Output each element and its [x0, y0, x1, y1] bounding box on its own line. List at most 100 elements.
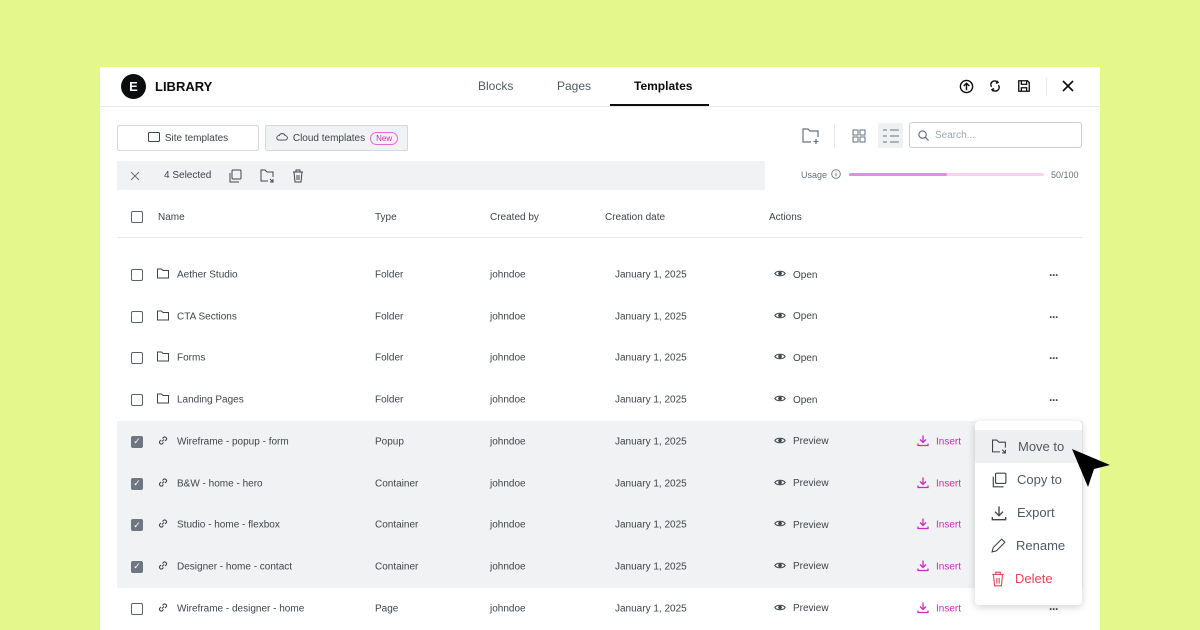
move-folder-icon[interactable] — [260, 169, 275, 183]
row-checkbox[interactable] — [131, 310, 143, 323]
table-row[interactable]: ✓ Wireframe - popup - form Popup johndoe… — [117, 420, 1083, 463]
column-header-type[interactable]: Type — [375, 212, 397, 223]
row-name[interactable]: Aether Studio — [177, 269, 238, 281]
preview-button[interactable]: Preview — [774, 478, 829, 490]
row-date: January 1, 2025 — [615, 561, 687, 573]
download-icon — [917, 601, 929, 616]
menu-item-label: Move to — [1018, 439, 1065, 454]
insert-button[interactable]: Insert — [917, 434, 961, 449]
insert-label: Insert — [936, 561, 962, 573]
row-name[interactable]: Studio - home - flexbox — [177, 519, 280, 531]
link-icon — [157, 559, 169, 574]
table-row[interactable]: Aether Studio Folder johndoe January 1, … — [117, 254, 1083, 296]
row-checkbox[interactable]: ✓ — [131, 560, 143, 573]
row-checkbox[interactable]: ✓ — [131, 477, 143, 490]
column-header-created-by[interactable]: Created by — [490, 212, 539, 223]
eye-icon — [774, 478, 786, 490]
menu-item-export[interactable]: Export — [975, 496, 1082, 529]
row-date: January 1, 2025 — [615, 311, 687, 323]
preview-button[interactable]: Preview — [774, 436, 829, 448]
more-options-icon[interactable]: ··· — [1049, 309, 1059, 324]
table-row[interactable]: ✓ Studio - home - flexbox Container john… — [117, 504, 1083, 547]
more-options-icon[interactable]: ··· — [1049, 601, 1059, 616]
copy-icon[interactable] — [228, 169, 242, 183]
table-row[interactable]: Forms Folder johndoe January 1, 2025 Ope… — [117, 337, 1083, 379]
menu-item-move-to[interactable]: Move to — [975, 430, 1082, 463]
table-row[interactable]: Landing Pages Folder johndoe January 1, … — [117, 379, 1083, 421]
menu-item-label: Copy to — [1017, 472, 1062, 487]
open-button[interactable]: Open — [774, 394, 817, 406]
preview-button[interactable]: Preview — [774, 603, 829, 615]
tab-pages[interactable]: Pages — [557, 79, 592, 93]
sync-icon[interactable] — [987, 78, 1003, 94]
copy-icon — [991, 472, 1007, 488]
table-row[interactable]: Wireframe - designer - home Page johndoe… — [117, 588, 1083, 630]
cloud-templates-button[interactable]: Cloud templates New — [265, 125, 408, 151]
more-options-icon[interactable]: ··· — [1049, 393, 1059, 408]
upload-icon[interactable] — [958, 78, 974, 94]
new-folder-icon[interactable] — [800, 125, 822, 147]
row-checkbox[interactable]: ✓ — [131, 519, 143, 532]
row-checkbox[interactable]: ✓ — [131, 435, 143, 448]
row-name[interactable]: B&W - home - hero — [177, 478, 263, 489]
menu-item-delete[interactable]: Delete — [975, 562, 1082, 595]
divider — [834, 124, 835, 148]
folder-icon — [157, 310, 169, 323]
eye-icon — [774, 394, 786, 406]
tab-templates[interactable]: Templates — [634, 79, 693, 93]
list-view-icon[interactable] — [878, 123, 903, 148]
table-row[interactable]: ✓ B&W - home - hero Container johndoe Ja… — [117, 462, 1083, 505]
eye-icon — [774, 311, 786, 323]
insert-button[interactable]: Insert — [917, 601, 961, 616]
open-button[interactable]: Open — [774, 269, 817, 281]
row-checkbox[interactable] — [131, 269, 143, 281]
row-name[interactable]: Forms — [177, 352, 206, 364]
row-checkbox[interactable] — [131, 602, 143, 615]
browser-icon — [147, 131, 160, 145]
search-input[interactable]: Search... — [909, 122, 1082, 148]
open-button[interactable]: Open — [774, 352, 817, 364]
more-options-icon[interactable]: ··· — [1049, 268, 1059, 282]
grid-view-icon[interactable] — [848, 125, 870, 147]
menu-item-copy-to[interactable]: Copy to — [975, 463, 1082, 496]
open-button[interactable]: Open — [774, 311, 817, 323]
row-created-by: johndoe — [490, 478, 526, 489]
table-row[interactable]: CTA Sections Folder johndoe January 1, 2… — [117, 296, 1083, 338]
row-name[interactable]: Landing Pages — [177, 394, 244, 406]
cloud-icon — [275, 132, 288, 144]
row-created-by: johndoe — [490, 352, 526, 364]
table-row[interactable]: ✓ Designer - home - contact Container jo… — [117, 545, 1083, 588]
insert-button[interactable]: Insert — [917, 476, 961, 491]
preview-button[interactable]: Preview — [774, 561, 829, 573]
preview-button[interactable]: Preview — [774, 519, 829, 531]
menu-item-label: Export — [1017, 505, 1055, 520]
more-options-icon[interactable]: ··· — [1049, 351, 1059, 366]
usage-value: 50/100 — [1051, 170, 1079, 180]
menu-item-rename[interactable]: Rename — [975, 529, 1082, 562]
insert-button[interactable]: Insert — [917, 518, 961, 533]
column-header-creation-date[interactable]: Creation date — [605, 212, 666, 223]
tab-blocks[interactable]: Blocks — [478, 79, 514, 93]
close-icon[interactable] — [1060, 78, 1076, 94]
trash-icon — [991, 571, 1005, 587]
info-icon[interactable] — [831, 169, 841, 179]
site-templates-button[interactable]: Site templates — [117, 125, 259, 151]
eye-icon — [774, 519, 786, 531]
row-type: Folder — [375, 394, 404, 406]
save-icon[interactable] — [1016, 78, 1032, 94]
eye-icon — [774, 436, 786, 448]
row-name[interactable]: CTA Sections — [177, 311, 237, 323]
folder-icon — [157, 351, 169, 365]
row-checkbox[interactable] — [131, 352, 143, 365]
insert-button[interactable]: Insert — [917, 559, 961, 574]
row-name[interactable]: Designer - home - contact — [177, 561, 293, 573]
row-name[interactable]: Wireframe - designer - home — [177, 603, 305, 615]
row-checkbox[interactable] — [131, 394, 143, 407]
trash-icon[interactable] — [292, 169, 304, 183]
clear-selection-icon[interactable] — [129, 170, 140, 181]
select-all-checkbox[interactable] — [131, 211, 143, 223]
row-name[interactable]: Wireframe - popup - form — [177, 436, 289, 448]
menu-item-label: Delete — [1015, 571, 1053, 586]
column-header-name[interactable]: Name — [158, 212, 185, 223]
link-icon — [157, 476, 169, 491]
